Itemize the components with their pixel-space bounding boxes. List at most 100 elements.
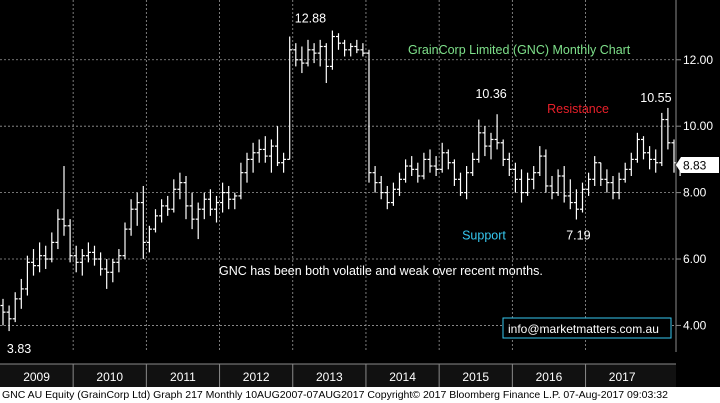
ohlc-bar bbox=[604, 169, 610, 193]
ohlc-bar bbox=[384, 185, 390, 210]
ohlc-bar bbox=[470, 152, 476, 176]
ohlc-bar bbox=[317, 39, 323, 67]
ohlc-bar bbox=[390, 182, 396, 206]
ohlc-bar bbox=[281, 152, 287, 173]
ohlc-bar bbox=[329, 30, 335, 70]
ohlc-bar bbox=[372, 166, 378, 193]
ohlc-bar bbox=[439, 142, 445, 173]
ohlc-bar bbox=[153, 209, 158, 233]
ohlc-bar bbox=[275, 126, 280, 167]
email-link[interactable]: info@marketmatters.com.au bbox=[508, 322, 659, 336]
x-tick-label: 2016 bbox=[536, 370, 563, 384]
ohlc-bar bbox=[659, 112, 665, 167]
last-price-marker: 8.83 bbox=[676, 157, 719, 174]
x-tick-label: 2014 bbox=[389, 370, 416, 384]
ohlc-bar bbox=[647, 146, 653, 170]
ohlc-bar bbox=[85, 242, 91, 263]
ohlc-bar bbox=[525, 172, 531, 196]
ohlc-bar bbox=[122, 222, 128, 260]
ohlc-bar bbox=[500, 139, 506, 167]
ohlc-bar bbox=[104, 259, 110, 289]
ohlc-bars bbox=[0, 30, 683, 332]
y-tick-label: 12.00 bbox=[683, 53, 713, 67]
ohlc-bar bbox=[543, 149, 549, 193]
y-tick-label: 8.00 bbox=[683, 186, 707, 200]
ohlc-bar bbox=[476, 119, 482, 163]
ohlc-bar bbox=[171, 179, 177, 213]
ohlc-bar bbox=[616, 172, 622, 200]
ohlc-bar bbox=[323, 43, 329, 84]
ohlc-bar bbox=[665, 107, 671, 150]
annotation-resistance: Resistance bbox=[547, 102, 609, 116]
ohlc-bar bbox=[549, 176, 555, 200]
ohlc-bar bbox=[360, 43, 366, 57]
email-box[interactable]: info@marketmatters.com.au bbox=[502, 317, 672, 339]
ohlc-bar bbox=[12, 292, 18, 323]
ohlc-bar bbox=[293, 43, 299, 67]
ohlc-bar bbox=[134, 192, 140, 226]
y-axis: 4.00 6.00 8.00 10.00 12.00 bbox=[675, 0, 713, 352]
ohlc-bar bbox=[183, 176, 189, 220]
chart-title: GrainCorp Limited (GNC) Monthly Chart bbox=[408, 43, 631, 57]
ohlc-bar bbox=[634, 132, 640, 163]
ohlc-bar bbox=[128, 199, 134, 236]
ohlc-bar bbox=[354, 39, 360, 54]
ohlc-bar bbox=[586, 172, 592, 196]
ohlc-bar bbox=[506, 152, 512, 176]
ohlc-bar bbox=[220, 182, 226, 213]
x-axis: 2009 2010 2011 2012 2013 2014 2015 2016 2017 bbox=[0, 363, 676, 387]
x-tick-label: 2013 bbox=[316, 370, 343, 384]
ohlc-bar bbox=[116, 249, 122, 273]
x-tick-label: 2009 bbox=[23, 370, 50, 384]
ohlc-bar bbox=[421, 152, 427, 180]
ohlc-bar bbox=[61, 166, 67, 236]
ohlc-bar bbox=[598, 162, 604, 186]
ohlc-bar bbox=[146, 225, 152, 253]
ohlc-bar bbox=[18, 278, 24, 309]
x-axis-band bbox=[0, 364, 676, 387]
chart-note: GNC has been both volatile and weak over… bbox=[219, 264, 543, 278]
ohlc-bar bbox=[250, 142, 256, 173]
ohlc-bar bbox=[238, 162, 244, 200]
ohlc-bar bbox=[262, 136, 268, 163]
ohlc-bar bbox=[458, 172, 463, 196]
ohlc-bar bbox=[268, 139, 274, 173]
ohlc-bar bbox=[55, 209, 61, 250]
y-tick-label: 10.00 bbox=[683, 119, 713, 133]
ohlc-bar bbox=[531, 166, 537, 190]
ohlc-bar bbox=[24, 255, 30, 296]
ohlc-bar bbox=[494, 114, 500, 150]
ohlc-bar bbox=[311, 43, 317, 64]
ohlc-bar bbox=[6, 305, 12, 332]
ohlc-bar bbox=[378, 176, 384, 200]
x-tick-label: 2017 bbox=[609, 370, 636, 384]
footer-text: GNC AU Equity (GrainCorp Ltd) Graph 217 … bbox=[2, 389, 668, 401]
ohlc-bar bbox=[287, 36, 293, 160]
ohlc-bar bbox=[561, 166, 567, 203]
x-tick-label: 2011 bbox=[170, 370, 196, 384]
ohlc-bar bbox=[165, 195, 171, 216]
y-tick-label: 6.00 bbox=[683, 252, 707, 266]
ohlc-bar bbox=[305, 39, 311, 67]
ohlc-bar bbox=[336, 33, 341, 50]
annotation-support: Support bbox=[462, 229, 506, 243]
ohlc-bar bbox=[397, 172, 402, 196]
ohlc-bar bbox=[451, 159, 457, 186]
ohlc-bar bbox=[573, 189, 579, 220]
ohlc-bar bbox=[610, 176, 616, 200]
chart-annotations: 12.88 10.36 10.55 3.83 7.19 Resistance Support bbox=[7, 12, 672, 357]
annotation-high-2017: 10.55 bbox=[640, 91, 671, 105]
ohlc-bar bbox=[195, 202, 201, 240]
ohlc-bar bbox=[519, 169, 524, 203]
ohlc-bar bbox=[92, 245, 97, 266]
ohlc-bar bbox=[110, 259, 116, 283]
ohlc-bar bbox=[488, 132, 494, 160]
ohlc-bar bbox=[256, 139, 262, 163]
ohlc-bar bbox=[555, 169, 561, 196]
ohlc-bar bbox=[214, 195, 219, 223]
ohlc-bar bbox=[342, 39, 348, 57]
ohlc-bar bbox=[653, 149, 659, 173]
ohlc-bar bbox=[348, 43, 354, 57]
x-tick-label: 2015 bbox=[462, 370, 489, 384]
